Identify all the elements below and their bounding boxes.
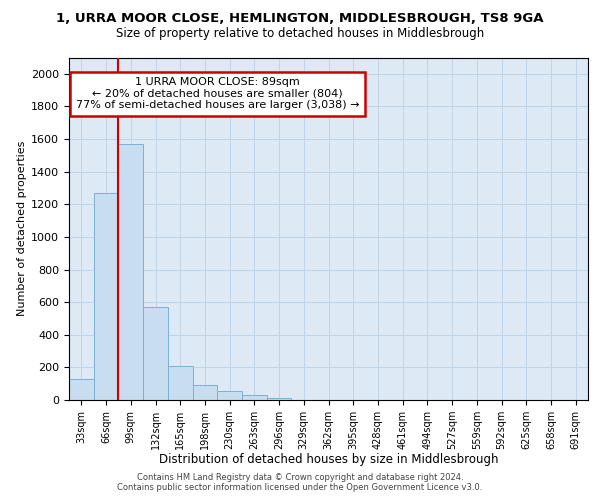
Text: 1 URRA MOOR CLOSE: 89sqm
← 20% of detached houses are smaller (804)
77% of semi-: 1 URRA MOOR CLOSE: 89sqm ← 20% of detach… xyxy=(76,77,359,110)
Bar xyxy=(143,307,168,400)
Bar xyxy=(217,391,242,400)
Bar xyxy=(94,193,118,400)
Text: Size of property relative to detached houses in Middlesbrough: Size of property relative to detached ho… xyxy=(116,28,484,40)
Text: 1, URRA MOOR CLOSE, HEMLINGTON, MIDDLESBROUGH, TS8 9GA: 1, URRA MOOR CLOSE, HEMLINGTON, MIDDLESB… xyxy=(56,12,544,26)
Y-axis label: Number of detached properties: Number of detached properties xyxy=(17,141,27,316)
Bar xyxy=(242,395,267,400)
Text: Contains HM Land Registry data © Crown copyright and database right 2024.
Contai: Contains HM Land Registry data © Crown c… xyxy=(118,473,482,492)
Bar xyxy=(69,379,94,400)
Bar xyxy=(168,366,193,400)
Bar xyxy=(267,398,292,400)
Bar xyxy=(193,384,217,400)
X-axis label: Distribution of detached houses by size in Middlesbrough: Distribution of detached houses by size … xyxy=(159,454,498,466)
Bar xyxy=(118,144,143,400)
